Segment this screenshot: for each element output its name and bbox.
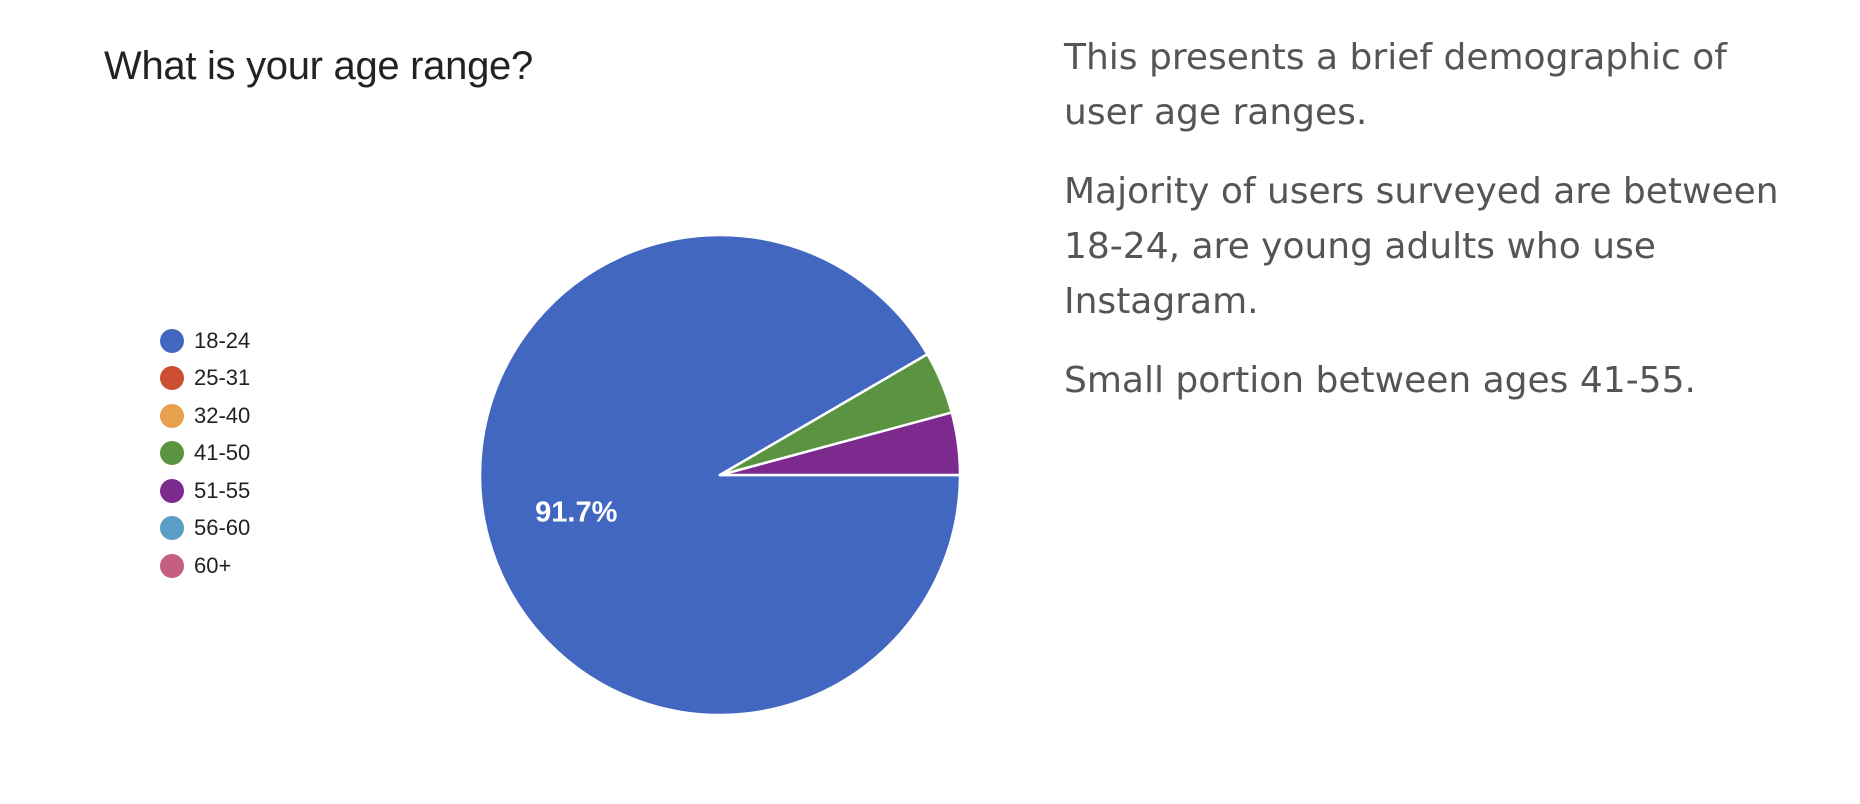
legend-item-60-plus[interactable]: 60+ — [160, 547, 250, 585]
pie-chart: 91.7% — [478, 233, 962, 717]
pie-data-label: 91.7% — [535, 496, 617, 528]
legend-item-56-60[interactable]: 56-60 — [160, 510, 250, 548]
legend-item-41-50[interactable]: 41-50 — [160, 435, 250, 473]
legend-label: 60+ — [194, 552, 232, 578]
legend-label: 25-31 — [194, 365, 251, 391]
legend-item-25-31[interactable]: 25-31 — [160, 360, 250, 398]
legend-item-18-24[interactable]: 18-24 — [160, 322, 250, 360]
legend-swatch — [160, 328, 184, 353]
legend-swatch — [160, 516, 184, 541]
legend-label: 18-24 — [194, 327, 251, 353]
chart-title: What is your age range? — [104, 44, 533, 88]
description-panel: This presents a brief demographic of use… — [1064, 30, 1804, 432]
legend-swatch — [160, 441, 184, 466]
description-paragraph-2: Majority of users surveyed are between 1… — [1064, 171, 1779, 322]
legend-item-32-40[interactable]: 32-40 — [160, 397, 250, 435]
chart-legend: 18-24 25-31 32-40 41-50 51-55 56-60 60+ — [160, 322, 250, 585]
pie-slice-41-50[interactable] — [718, 352, 953, 477]
description-paragraph-3: Small portion between ages 41-55. — [1064, 360, 1696, 401]
legend-swatch — [160, 553, 184, 578]
legend-swatch — [160, 403, 184, 428]
description-paragraph-1: This presents a brief demographic of use… — [1064, 37, 1727, 133]
legend-label: 41-50 — [194, 440, 251, 466]
legend-label: 51-55 — [194, 477, 251, 503]
legend-label: 56-60 — [194, 515, 251, 541]
legend-swatch — [160, 366, 184, 391]
legend-label: 32-40 — [194, 402, 251, 428]
legend-item-51-55[interactable]: 51-55 — [160, 472, 250, 510]
legend-swatch — [160, 478, 184, 503]
